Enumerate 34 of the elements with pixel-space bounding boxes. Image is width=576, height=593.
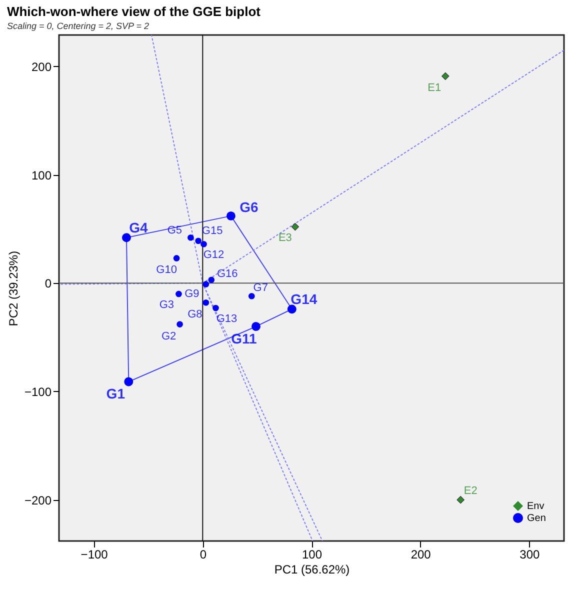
chart-title: Which-won-where view of the GGE biplot <box>6 4 262 19</box>
legend-label: Env <box>527 501 544 512</box>
data-label: G4 <box>129 220 148 236</box>
data-label: E3 <box>278 232 292 244</box>
y-tick-label: 100 <box>31 168 52 182</box>
data-label: G14 <box>290 291 318 308</box>
x-tick-label: 300 <box>520 548 540 562</box>
data-label: G13 <box>216 313 238 326</box>
y-tick-label: −200 <box>24 493 52 508</box>
y-axis-title: PC2 (39.23%) <box>6 250 20 326</box>
data-label: G9 <box>184 288 200 300</box>
chart-subtitle: Scaling = 0, Centering = 2, SVP = 2 <box>6 21 149 31</box>
data-label: G7 <box>253 282 268 294</box>
data-label: G16 <box>216 268 238 280</box>
data-label: G6 <box>240 198 259 215</box>
data-label: E2 <box>464 484 478 497</box>
data-label: G3 <box>159 298 174 311</box>
data-label: G12 <box>203 249 224 262</box>
x-tick-label: −100 <box>80 548 108 562</box>
data-label: G2 <box>161 330 176 342</box>
x-tick-label: 200 <box>410 548 432 562</box>
y-tick-label: −100 <box>24 384 52 399</box>
legend-label: Gen <box>527 513 546 524</box>
data-label: G11 <box>231 330 258 346</box>
data-label: E1 <box>428 82 442 94</box>
data-label: G1 <box>106 386 126 402</box>
data-label: G10 <box>156 264 177 276</box>
x-axis-title: PC1 (56.62%) <box>274 562 350 576</box>
data-label: G5 <box>167 224 182 237</box>
x-tick-label: 0 <box>200 548 207 562</box>
data-label: G8 <box>188 308 202 321</box>
x-tick-label: 100 <box>302 548 322 562</box>
y-tick-label: 200 <box>31 60 52 74</box>
y-tick-label: 0 <box>44 276 52 291</box>
